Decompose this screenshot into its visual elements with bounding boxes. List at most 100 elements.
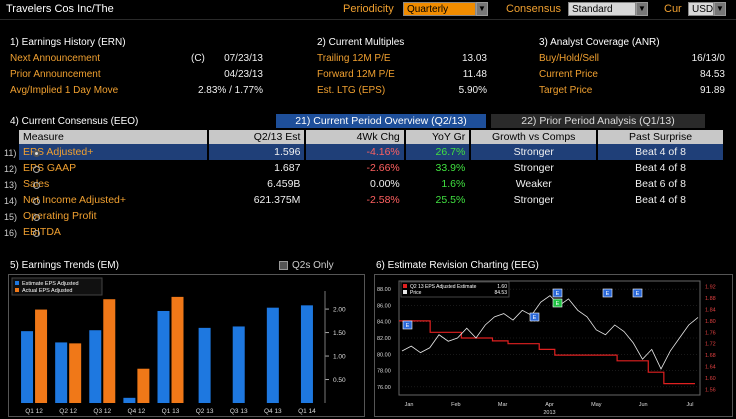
right-tick-label: 1.76 — [705, 330, 716, 336]
implied-move-label: Avg/Implied 1 Day Move — [10, 85, 119, 96]
cell-past-surprise — [597, 208, 725, 224]
legend-box — [11, 277, 103, 296]
col-past-surprise[interactable]: Past Surprise — [597, 130, 725, 144]
left-tick-label: 82.00 — [377, 336, 391, 342]
event-marker-letter: E — [556, 301, 560, 307]
left-tick-label: 84.00 — [377, 320, 391, 326]
cell-measure: EPS GAAP — [19, 160, 210, 176]
cell-measure: EBITDA — [19, 224, 210, 240]
periodicity-label: Periodicity — [343, 3, 394, 15]
estimate-bar — [266, 307, 279, 403]
row-radio-button[interactable] — [33, 230, 40, 237]
x-tick-label: Feb — [451, 402, 460, 408]
x-tick-label: Q4 12 — [128, 408, 146, 415]
cell-estimate — [208, 224, 307, 240]
x-tick-label: Jul — [686, 402, 693, 408]
right-tick-label: 1.64 — [705, 365, 716, 371]
cell-4wk-chg: -2.58% — [305, 192, 406, 208]
row-radio-button[interactable] — [33, 182, 40, 189]
row-number: 12) — [4, 164, 18, 174]
x-year-label: 2013 — [543, 410, 555, 416]
right-tick-label: 1.92 — [705, 285, 716, 291]
cell-measure: Operating Profit — [19, 208, 210, 224]
cell-measure: Net Income Adjusted+ — [19, 192, 210, 208]
right-tick-label: 1.84 — [705, 308, 716, 314]
col-estimate[interactable]: Q2/13 Est — [208, 130, 307, 144]
currency-select[interactable]: USD — [688, 2, 714, 16]
row-radio-button[interactable] — [33, 150, 40, 157]
estimate-revision-chart[interactable]: 88.00 86.00 84.00 82.00 80.00 78.00 76.00 1.92 1… — [374, 274, 733, 417]
right-tick-label: 1.72 — [705, 342, 716, 348]
earnings-history-heading[interactable]: 1) Earnings History (ERN) — [10, 37, 126, 48]
estimate-revision-heading[interactable]: 6) Estimate Revision Charting (EEG) — [376, 260, 539, 271]
earnings-trends-heading[interactable]: 5) Earnings Trends (EM) — [10, 260, 119, 271]
periodicity-dropdown-icon[interactable]: ▼ — [476, 2, 488, 16]
x-tick-label: Mar — [498, 402, 508, 408]
current-multiples-heading[interactable]: 2) Current Multiples — [317, 37, 405, 48]
x-tick-label: Q2 12 — [59, 408, 77, 415]
x-tick-label: Jun — [639, 402, 648, 408]
tab-prior-period[interactable]: 22) Prior Period Analysis (Q1/13) — [491, 114, 705, 128]
legend-label-estimate: Q2 13 EPS Adjusted Estimate — [410, 284, 477, 290]
currency-dropdown-icon[interactable]: ▼ — [714, 2, 726, 16]
table-row[interactable]: Net Income Adjusted+ 621.375M -2.58% 25.5% S… — [19, 192, 725, 208]
earnings-trends-chart[interactable]: Q1 12 Q2 12 Q3 12 Q4 12 Q1 13 Q2 13 Q3 13 Q4 13… — [8, 274, 365, 417]
y-tick-label: 0.50 — [333, 377, 346, 384]
forward-pe-value: 11.48 — [462, 69, 487, 80]
x-tick-label: Q1 13 — [162, 408, 180, 415]
cell-past-surprise: Beat 6 of 8 — [597, 176, 725, 192]
row-radio-button[interactable] — [33, 198, 40, 205]
buy-hold-sell-value: 16/13/0 — [691, 53, 725, 64]
col-yoy-gr[interactable]: YoY Gr — [404, 130, 472, 144]
table-row[interactable]: EBITDA — [19, 224, 725, 240]
row-radio-button[interactable] — [33, 166, 40, 173]
cell-4wk-chg — [305, 224, 406, 240]
legend-value-estimate: 1.60 — [497, 284, 507, 290]
legend-label-estimate: Estimate EPS Adjusted — [22, 281, 79, 287]
col-measure[interactable]: Measure — [19, 130, 210, 144]
cell-measure: EPS Adjusted+ — [19, 144, 210, 160]
row-radio-button[interactable] — [33, 214, 40, 221]
cell-past-surprise — [597, 224, 725, 240]
consensus-table: Measure Q2/13 Est 4Wk Chg YoY Gr Growth … — [19, 130, 725, 240]
col-growth-vs-comps[interactable]: Growth vs Comps — [470, 130, 599, 144]
actual-bar — [35, 309, 48, 403]
confirmed-flag: (C) — [191, 53, 205, 64]
col-4wk-chg[interactable]: 4Wk Chg — [305, 130, 406, 144]
ltg-label: Est. LTG (EPS) — [317, 85, 386, 96]
q2s-only-checkbox[interactable] — [279, 261, 288, 270]
x-tick-label: Apr — [545, 402, 554, 408]
table-row[interactable]: Operating Profit — [19, 208, 725, 224]
estimate-line — [399, 320, 695, 385]
cell-4wk-chg: -4.16% — [305, 144, 406, 160]
cell-past-surprise: Beat 4 of 8 — [597, 144, 725, 160]
consensus-dropdown-icon[interactable]: ▼ — [636, 2, 648, 16]
current-consensus-heading[interactable]: 4) Current Consensus (EEO) — [10, 116, 139, 127]
periodicity-select[interactable]: Quarterly — [403, 2, 476, 16]
tab-current-period[interactable]: 21) Current Period Overview (Q2/13) — [276, 114, 486, 128]
event-marker-icon — [402, 320, 413, 330]
table-row[interactable]: EPS GAAP 1.687 -2.66% 33.9% Stronger Beat 4 o… — [19, 160, 725, 176]
event-marker-letter: E — [556, 291, 560, 297]
estimate-bar — [21, 331, 34, 403]
left-tick-label: 86.00 — [377, 303, 391, 309]
row-number: 16) — [4, 228, 18, 238]
legend-label-price: Price — [410, 290, 422, 296]
analyst-coverage-heading[interactable]: 3) Analyst Coverage (ANR) — [539, 37, 660, 48]
cell-estimate: 1.596 — [208, 144, 307, 160]
x-tick-label: Q3 13 — [230, 408, 248, 415]
security-title: Travelers Cos Inc/The — [6, 3, 114, 15]
table-row[interactable]: EPS Adjusted+ 1.596 -4.16% 26.7% Stronger Bea… — [19, 144, 725, 160]
actual-bar — [103, 299, 116, 403]
cell-estimate: 1.687 — [208, 160, 307, 176]
consensus-select[interactable]: Standard — [568, 2, 636, 16]
estimate-bar — [300, 305, 313, 403]
table-row[interactable]: Sales 6.459B 0.00% 1.6% Weaker Beat 6 of 8 — [19, 176, 725, 192]
legend-label-actual: Actual EPS Adjusted — [22, 288, 72, 294]
event-marker-letter: E — [533, 315, 537, 321]
implied-move-value: 2.83% / 1.77% — [197, 85, 263, 96]
legend-box — [400, 281, 510, 298]
estimate-revision-svg: 88.00 86.00 84.00 82.00 80.00 78.00 76.00 1.92 1… — [377, 280, 716, 416]
cell-yoy-gr: 25.5% — [404, 192, 472, 208]
next-announcement-label: Next Announcement — [10, 53, 101, 64]
